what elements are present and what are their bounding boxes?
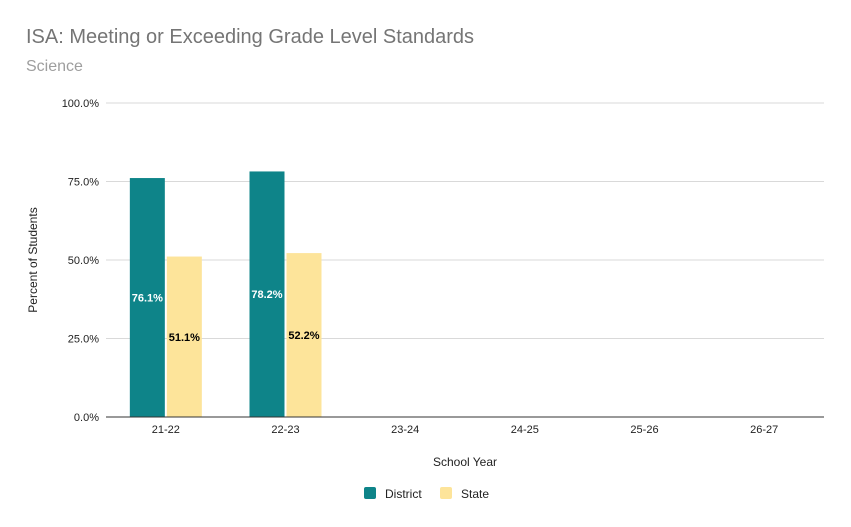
x-tick-label: 23-24: [391, 424, 419, 436]
y-tick-label: 25.0%: [68, 334, 99, 346]
data-label: 52.2%: [288, 330, 319, 342]
bar-district: [249, 171, 285, 417]
bar-district: [129, 178, 165, 417]
x-tick-label: 21-22: [152, 424, 180, 436]
y-axis-title: Percent of Students: [26, 207, 40, 312]
data-label: 78.2%: [251, 289, 282, 301]
y-tick-label: 75.0%: [68, 177, 99, 189]
data-label: 51.1%: [169, 332, 200, 344]
legend-swatch-state: [440, 487, 452, 499]
x-tick-label: 25-26: [630, 424, 658, 436]
chart-subtitle: Science: [26, 58, 83, 75]
x-axis-title: School Year: [433, 455, 497, 469]
legend-label-district: District: [385, 487, 422, 501]
y-tick-label: 0.0%: [74, 412, 99, 424]
bar-state: [286, 253, 322, 417]
data-label: 76.1%: [132, 293, 163, 305]
y-tick-label: 100.0%: [62, 98, 100, 110]
x-tick-label: 24-25: [511, 424, 539, 436]
chart-title: ISA: Meeting or Exceeding Grade Level St…: [26, 26, 475, 48]
legend-swatch-district: [364, 487, 376, 499]
x-tick-label: 22-23: [271, 424, 299, 436]
x-tick-label: 26-27: [750, 424, 778, 436]
y-tick-label: 50.0%: [68, 255, 99, 267]
bar-state: [166, 256, 202, 417]
legend-label-state: State: [461, 487, 489, 501]
